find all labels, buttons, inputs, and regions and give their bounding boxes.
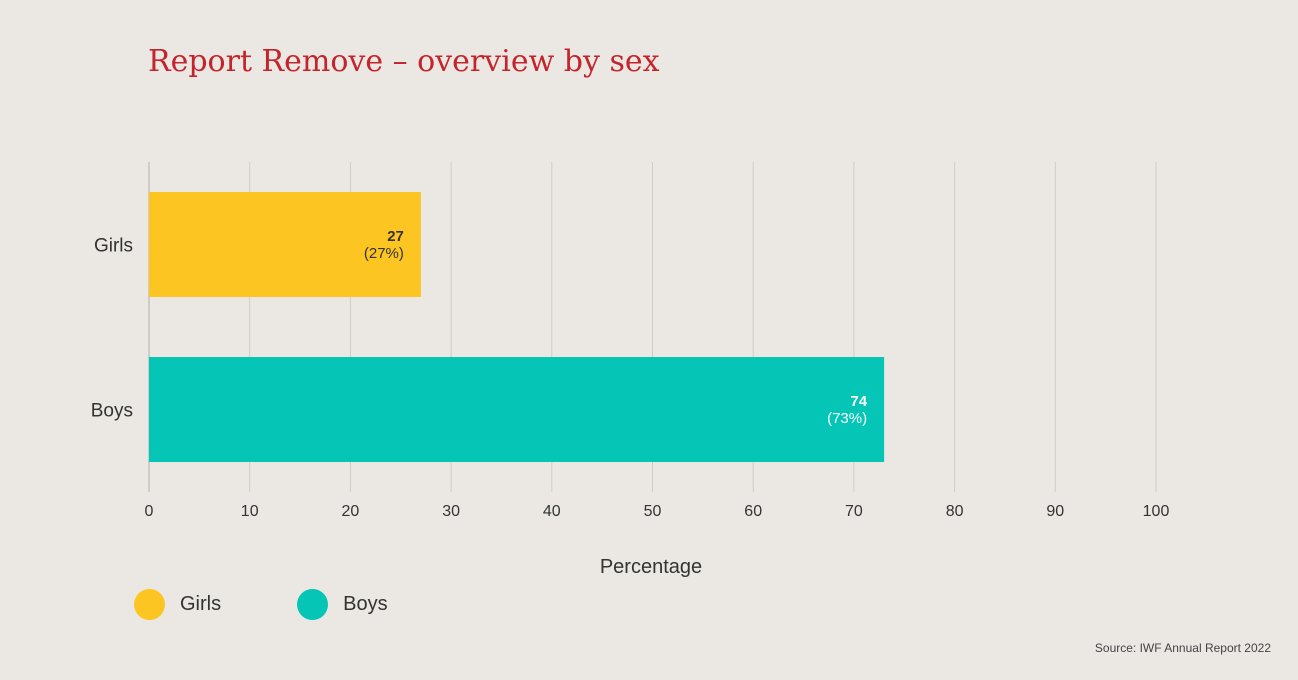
legend-label-girls: Girls: [180, 593, 222, 615]
bars: [149, 192, 885, 462]
x-tick-label: 30: [442, 503, 460, 520]
legend-swatch-boys: [297, 589, 329, 620]
legend-item-boys: Boys: [297, 589, 388, 620]
x-tick-label: 10: [241, 503, 259, 520]
data-label-count-girls: 27: [387, 228, 404, 245]
x-tick-label: 20: [342, 503, 360, 520]
data-label-percent-boys: (73%): [827, 410, 867, 427]
legend-swatch-girls: [134, 589, 165, 620]
data-labels: 27(27%) 74(73%): [364, 228, 868, 427]
x-tick-label: 80: [946, 503, 964, 520]
x-axis-title: Percentage: [600, 556, 702, 578]
legend: Girls Boys: [134, 589, 464, 620]
x-tick-label: 70: [845, 503, 863, 520]
bar-boys: [149, 357, 885, 462]
x-axis-ticks: 0 10 20 30 40 50 60 70 80 90 100: [145, 503, 1170, 520]
data-label-percent-girls: (27%): [364, 245, 404, 262]
x-tick-label: 50: [644, 503, 662, 520]
x-tick-label: 90: [1046, 503, 1064, 520]
x-tick-label: 0: [145, 503, 154, 520]
chart-title: Report Remove – overview by sex: [148, 44, 660, 79]
x-tick-label: 100: [1143, 503, 1170, 520]
bar-girls: [149, 192, 421, 297]
legend-item-girls: Girls: [134, 589, 221, 620]
source-note: Source: IWF Annual Report 2022: [1094, 641, 1271, 655]
x-tick-label: 40: [543, 503, 561, 520]
legend-label-boys: Boys: [343, 593, 388, 615]
category-label-girls: Girls: [94, 236, 133, 257]
category-labels: Girls Boys: [91, 236, 133, 422]
data-label-count-boys: 74: [850, 393, 867, 410]
x-tick-label: 60: [744, 503, 762, 520]
category-label-boys: Boys: [91, 401, 133, 422]
